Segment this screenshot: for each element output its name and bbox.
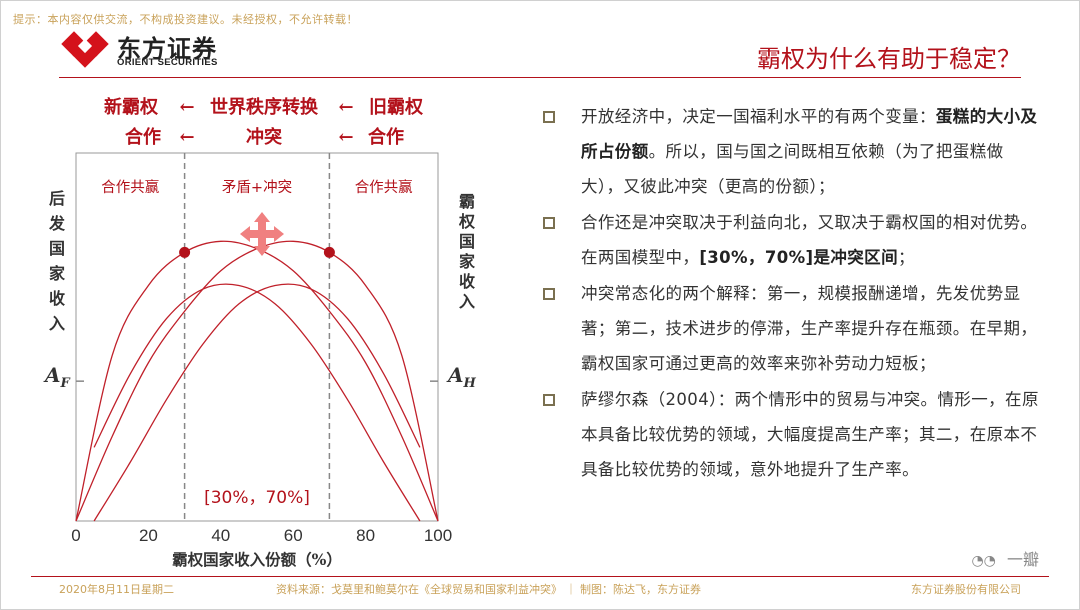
x-tick-label: 40 — [211, 526, 230, 545]
conflict-interval-label: [30%，70%] — [204, 488, 310, 508]
disclaimer: 提示：本内容仅供交流，不构成投资建议。未经授权，不允许转载！ — [13, 13, 358, 26]
watermark: ◔◔ 一瓣 — [971, 546, 1039, 570]
y-axis-title-char: 入 — [459, 292, 475, 311]
bullet-text: ； — [897, 248, 915, 267]
ah-label: AH — [446, 363, 477, 391]
bullet-item: 冲突常态化的两个解释：第一，规模报酬递增，先发优势显著；第二，技术进步的停滞，生… — [539, 276, 1039, 381]
logo-text-en: ORIENT SECURITIES — [117, 57, 218, 68]
y-axis-title-char: 后 — [49, 189, 65, 208]
y-axis-title-char: 入 — [49, 314, 65, 333]
y-axis-title-char: 收 — [459, 272, 475, 291]
bullet-text: 。所以，国与国之间既相互依赖（为了把蛋糕做大），又彼此冲突（更高的份额）； — [581, 142, 1004, 196]
header-row1-text: 世界秩序转换 — [210, 96, 319, 118]
bullet-square-icon — [543, 111, 555, 123]
bullet-text: 萨缪尔森（2004）：两个情形中的贸易与冲突。情形一，在原本具备比较优势的领域，… — [581, 390, 1039, 479]
wechat-icon: ◔◔ — [971, 553, 996, 569]
zone-labels: 合作共赢 矛盾+冲突 合作共赢 — [101, 179, 412, 196]
orient-logo-icon — [61, 31, 109, 68]
income-curve — [93, 283, 421, 522]
header-row2-text: 冲突 — [246, 126, 282, 148]
x-tick-label: 0 — [71, 526, 80, 545]
move-arrows-shape — [240, 212, 284, 256]
company-logo: 东方证券 ORIENT SECURITIES — [59, 29, 259, 71]
bullet-square-icon — [543, 288, 555, 300]
x-axis-title: 霸权国家收入份额（%） — [172, 550, 342, 569]
income-curve — [75, 240, 439, 522]
plot-frame — [75, 152, 439, 522]
peak-points — [179, 246, 335, 258]
af-sub: F — [60, 376, 71, 391]
y-axis-title-char: 国 — [49, 239, 65, 258]
ah-main: A — [446, 363, 464, 387]
header-row1-text: ← — [338, 97, 353, 118]
y-axis-title-char: 霸 — [459, 192, 475, 211]
x-tick-label: 20 — [139, 526, 158, 545]
zone-label: 合作共赢 — [101, 179, 159, 196]
page-title: 霸权为什么有助于稳定？ — [757, 45, 1021, 73]
peak-point — [323, 246, 335, 258]
header-row1-text: 新霸权 — [104, 96, 159, 118]
bullet-square-icon — [543, 217, 555, 229]
af-label: AF — [43, 363, 71, 391]
bullet-item: 开放经济中，决定一国福利水平的有两个变量：蛋糕的大小及所占份额。所以，国与国之间… — [539, 99, 1039, 204]
zone-label: 矛盾+冲突 — [222, 179, 292, 196]
move-arrows-icon — [240, 212, 284, 256]
conflict-bounds — [76, 153, 438, 521]
y-axis-title-right: 霸权国家收入 — [458, 192, 476, 311]
y-axis-title-char: 收 — [49, 289, 65, 308]
x-axis-ticks: 0 20 40 60 80 100 — [71, 526, 452, 545]
y-axis-title-char: 发 — [48, 214, 66, 233]
watermark-text: 一瓣 — [1006, 550, 1039, 569]
y-axis-title-char: 家 — [459, 252, 476, 271]
bullet-text: 开放经济中，决定一国福利水平的有两个变量： — [581, 107, 936, 126]
bullet-text: 冲突常态化的两个解释：第一，规模报酬递增，先发优势显著；第二，技术进步的停滞，生… — [581, 284, 1038, 373]
header-row2-text: 合作 — [125, 126, 161, 148]
af-main: A — [43, 363, 61, 387]
income-curve — [75, 240, 439, 522]
footer-date: 2020年8月11日星期二 — [59, 583, 174, 596]
y-axis-title-char: 权 — [458, 212, 476, 231]
header-row2-text: ← — [338, 127, 353, 148]
zone-label: 合作共赢 — [355, 179, 413, 196]
ah-sub: H — [463, 376, 477, 391]
bullet-item: 萨缪尔森（2004）：两个情形中的贸易与冲突。情形一，在原本具备比较优势的领域，… — [539, 382, 1039, 487]
footer-company: 东方证券股份有限公司 — [911, 583, 1021, 596]
bullet-text: 合作还是冲突取决于利益向北，又取决于霸权国的相对优势。在两国模型中， — [581, 213, 1038, 267]
header-row1-text: ← — [179, 97, 194, 118]
x-tick-label: 100 — [424, 526, 452, 545]
peak-point — [179, 246, 191, 258]
bullet-bold-text: [30%，70%]是冲突区间 — [699, 248, 898, 267]
header-row1-text: 旧霸权 — [369, 96, 424, 118]
y-axis-title-char: 国 — [459, 232, 475, 251]
bullet-square-icon — [543, 394, 555, 406]
title-divider — [59, 77, 1021, 78]
bullet-bold-text: 蛋糕的大小及所占份额 — [581, 107, 1038, 161]
curves — [75, 240, 439, 522]
footer-source: 资料来源：戈莫里和鲍莫尔在《全球贸易和国家利益冲突》 ｜ 制图：陈达飞，东方证券 — [276, 583, 701, 596]
bullet-item: 合作还是冲突取决于利益向北，又取决于霸权国的相对优势。在两国模型中，[30%，7… — [539, 205, 1039, 275]
y-axis-title-char: 家 — [49, 264, 66, 283]
x-tick-label: 60 — [284, 526, 303, 545]
footer-divider — [31, 576, 1049, 577]
income-curve — [93, 283, 421, 522]
header-row2-text: 合作 — [368, 126, 404, 148]
header-row2-text: ← — [179, 127, 194, 148]
logo-text-cn: 东方证券 — [117, 35, 217, 63]
x-tick-label: 80 — [356, 526, 375, 545]
bullet-list: 开放经济中，决定一国福利水平的有两个变量：蛋糕的大小及所占份额。所以，国与国之间… — [539, 99, 1039, 488]
